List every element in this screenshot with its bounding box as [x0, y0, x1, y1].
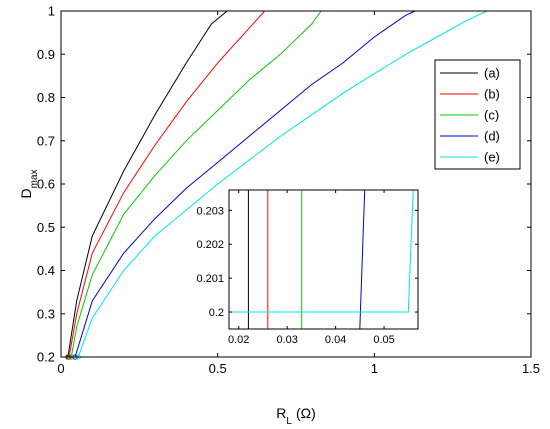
- inset-x-tick-label: 0.03: [276, 334, 297, 346]
- legend: (a) (b) (c) (d) (e): [434, 59, 521, 170]
- x-tick-label: 1: [371, 361, 378, 376]
- x-tick-label: 0: [57, 361, 64, 376]
- series-line-b: [68, 10, 531, 358]
- legend-label-d: (d): [484, 129, 500, 144]
- inset-x-tick-label: 0.02: [228, 334, 249, 346]
- inset-y-tick-label: 0.201: [196, 273, 224, 285]
- inset-series-line-d: [359, 189, 366, 330]
- x-tick-label: 1.5: [522, 361, 540, 376]
- y-axis-label: Dmax: [18, 169, 40, 198]
- y-tick-label: 0.7: [37, 133, 55, 148]
- main-plot-series: [61, 10, 531, 360]
- y-tick-label: 0.3: [37, 306, 55, 321]
- inset-y-tick-label: 0.202: [196, 239, 224, 251]
- inset-y-tick-label: 0.203: [196, 205, 224, 217]
- legend-label-c: (c): [484, 108, 499, 123]
- x-axis-label: RL (Ω): [276, 405, 315, 427]
- y-tick-label: 0.6: [37, 177, 55, 192]
- inset-plot-series: [229, 189, 414, 330]
- inset-y-tick-label: 0.2: [209, 307, 224, 319]
- legend-label-e: (e): [484, 150, 500, 165]
- y-tick-label: 1: [48, 4, 55, 19]
- y-tick-label: 0.5: [37, 220, 55, 235]
- series-line-a: [67, 10, 531, 358]
- y-tick-label: 0.8: [37, 90, 55, 105]
- inset-plot-background: [229, 190, 418, 329]
- inset-axis-ticks: 0.02 0.03 0.04 0.05 0.2 0.201 0.202 0.203: [196, 190, 418, 346]
- series-line-c: [70, 10, 531, 358]
- series-line-e: [61, 10, 531, 358]
- inset-x-tick-label: 0.05: [373, 334, 394, 346]
- series-line-d: [74, 10, 531, 358]
- inset-series-line-e: [229, 189, 414, 313]
- y-tick-label: 0.4: [37, 263, 55, 278]
- inset-plot-frame: [228, 189, 419, 330]
- inset-plot: 0.02 0.03 0.04 0.05 0.2 0.201 0.202 0.203: [196, 189, 419, 346]
- x-tick-label: 0.5: [209, 361, 227, 376]
- legend-label-b: (b): [484, 87, 500, 102]
- y-tick-label: 0.9: [37, 47, 55, 62]
- y-tick-label: 0.2: [37, 350, 55, 365]
- main-axis-ticks: 0 0.5 1 1.5 0.2 0.3 0.4 0.5 0.6 0.7 0.8 0.9 1: [37, 4, 540, 377]
- legend-label-a: (a): [484, 66, 500, 81]
- inset-x-tick-label: 0.04: [325, 334, 346, 346]
